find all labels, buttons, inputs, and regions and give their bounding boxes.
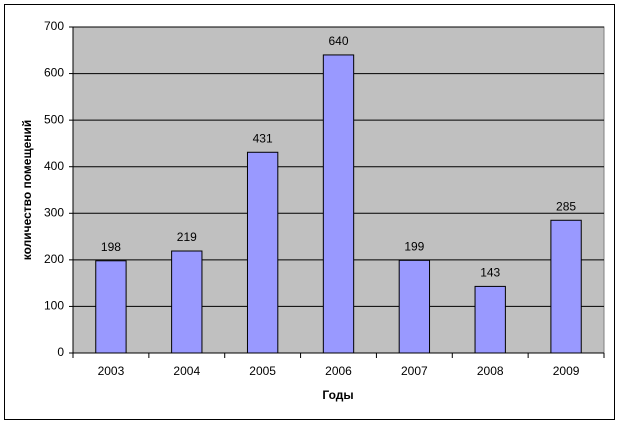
y-tick-label: 400 bbox=[44, 159, 64, 173]
y-tick-label: 600 bbox=[44, 66, 64, 80]
y-tick-label: 100 bbox=[44, 299, 64, 313]
bar bbox=[398, 259, 431, 354]
x-tick-label: 2008 bbox=[477, 364, 504, 378]
data-label: 640 bbox=[328, 34, 348, 48]
x-tick-label: 2003 bbox=[98, 364, 125, 378]
y-tick-label: 0 bbox=[57, 345, 64, 359]
x-tick-label: 2005 bbox=[249, 364, 276, 378]
data-label: 199 bbox=[404, 239, 424, 253]
data-label: 219 bbox=[177, 230, 197, 244]
bar bbox=[246, 151, 279, 354]
bar bbox=[95, 260, 127, 354]
y-axis-title: количество помещений bbox=[20, 120, 34, 261]
x-tick-label: 2006 bbox=[325, 364, 352, 378]
x-tick-label: 2007 bbox=[401, 364, 428, 378]
bar bbox=[550, 219, 582, 354]
data-label: 143 bbox=[480, 266, 500, 280]
data-label: 431 bbox=[253, 131, 273, 145]
bar bbox=[171, 250, 203, 354]
y-tick-label: 500 bbox=[44, 112, 64, 126]
x-axis-title: Годы bbox=[322, 388, 353, 402]
x-tick-label: 2009 bbox=[553, 364, 580, 378]
bar bbox=[474, 285, 506, 354]
bar bbox=[322, 54, 355, 354]
data-label: 285 bbox=[556, 199, 576, 213]
y-tick-label: 200 bbox=[44, 252, 64, 266]
x-tick-label: 2004 bbox=[173, 364, 200, 378]
data-label: 198 bbox=[101, 240, 121, 254]
y-tick-label: 300 bbox=[44, 205, 64, 219]
y-tick-label: 700 bbox=[44, 19, 64, 33]
